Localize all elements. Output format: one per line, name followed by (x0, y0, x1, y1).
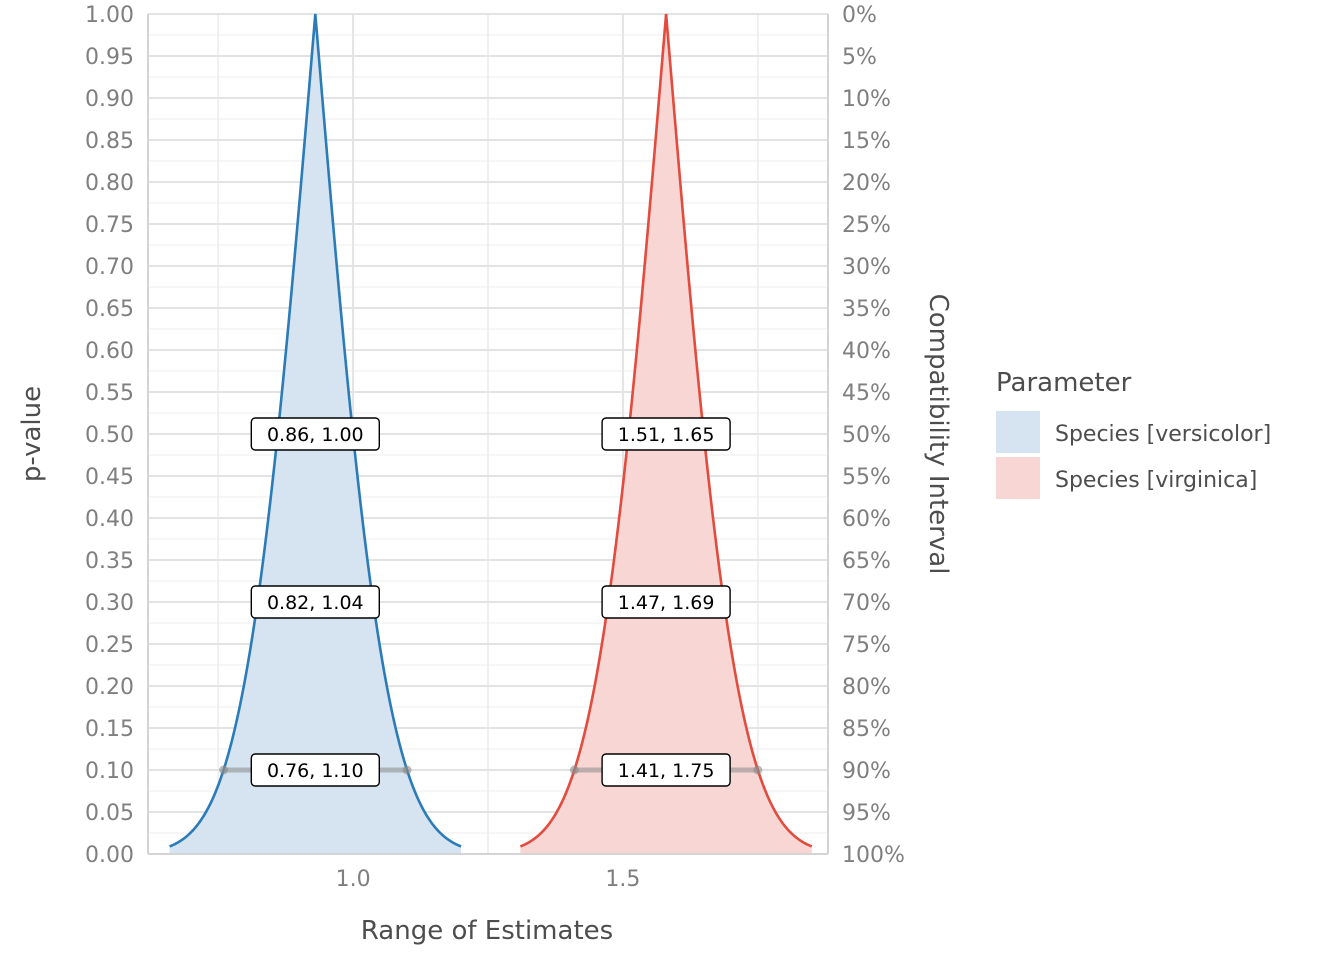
y-axis-title: p-value (17, 386, 47, 482)
interval-90-lower-point (219, 765, 229, 775)
y2-tick-label: 30% (842, 255, 891, 280)
y2-tick-label: 20% (842, 171, 891, 196)
y-tick-label: 0.40 (85, 507, 134, 532)
y-tick-label: 0.95 (85, 45, 134, 70)
y2-tick-label: 70% (842, 591, 891, 616)
interval-label-box (601, 753, 731, 787)
y2-tick-label: 80% (842, 675, 891, 700)
y-tick-label: 0.70 (85, 255, 134, 280)
legend: Parameter Species [versicolor] Species [… (996, 368, 1271, 499)
y-tick-label: 0.60 (85, 339, 134, 364)
labels-layer: 0.86, 1.00 0.82, 1.04 0.76, 1.10 1.51, 1.65… (250, 417, 731, 787)
y-tick-label: 0.80 (85, 171, 134, 196)
interval-label-box (250, 417, 381, 451)
interval-label: 1.51, 1.65 (618, 424, 715, 446)
y-tick-label: 0.65 (85, 297, 134, 322)
interval-90-lower-point (569, 765, 579, 775)
x-tick-label: 1.0 (336, 867, 371, 892)
interval-label-box (250, 753, 381, 787)
y2-tick-label: 35% (842, 297, 891, 322)
y2-tick-label: 0% (842, 3, 877, 28)
y2-tick-label: 10% (842, 87, 891, 112)
y2-tick-label: 100% (842, 843, 905, 868)
y2-tick-label: 65% (842, 549, 891, 574)
y2-tick-label: 75% (842, 633, 891, 658)
legend-label-virginica: Species [virginica] (1055, 468, 1257, 493)
y-tick-label: 1.00 (85, 3, 134, 28)
legend-title: Parameter (996, 368, 1132, 398)
curve-versicolor (169, 13, 462, 848)
y2-tick-label: 55% (842, 465, 891, 490)
legend-swatch-virginica (996, 457, 1040, 499)
axes-layer: 0.00 0.05 0.10 0.15 0.20 0.25 0.30 0.35 0.40 0.45… (85, 3, 905, 892)
interval-label: 0.82, 1.04 (267, 592, 364, 614)
interval-label-box (250, 585, 381, 619)
legend-label-versicolor: Species [versicolor] (1055, 422, 1271, 447)
y2-tick-label: 90% (842, 759, 891, 784)
y-tick-label: 0.85 (85, 129, 134, 154)
y2-tick-label: 40% (842, 339, 891, 364)
y-tick-label: 0.35 (85, 549, 134, 574)
y2-tick-label: 45% (842, 381, 891, 406)
y2-axis-title: Compatibility Interval (923, 294, 953, 575)
y-tick-label: 0.45 (85, 465, 134, 490)
interval-label: 1.47, 1.69 (618, 592, 715, 614)
y-tick-label: 0.30 (85, 591, 134, 616)
y-tick-label: 0.55 (85, 381, 134, 406)
x-axis-title: Range of Estimates (361, 916, 613, 946)
y2-tick-label: 95% (842, 801, 891, 826)
interval-label: 0.76, 1.10 (267, 760, 364, 782)
legend-swatch-versicolor (996, 411, 1040, 453)
y-tick-label: 0.50 (85, 423, 134, 448)
y-tick-label: 0.90 (85, 87, 134, 112)
interval-90-upper-point (402, 765, 412, 775)
interval-label: 1.41, 1.75 (618, 760, 715, 782)
y-tick-label: 0.25 (85, 633, 134, 658)
y-tick-label: 0.10 (85, 759, 134, 784)
interval-label: 0.86, 1.00 (267, 424, 364, 446)
y2-tick-label: 25% (842, 213, 891, 238)
curve-virginica (519, 13, 813, 848)
y-tick-label: 0.15 (85, 717, 134, 742)
y2-tick-label: 5% (842, 45, 877, 70)
interval-label-box (601, 417, 731, 451)
y2-tick-label: 50% (842, 423, 891, 448)
y-tick-label: 0.75 (85, 213, 134, 238)
y-tick-label: 0.00 (85, 843, 134, 868)
x-tick-label: 1.5 (605, 867, 640, 892)
y2-tick-label: 60% (842, 507, 891, 532)
interval-90-upper-point (753, 765, 763, 775)
y2-tick-label: 85% (842, 717, 891, 742)
interval-label-box (601, 585, 731, 619)
y-tick-label: 0.20 (85, 675, 134, 700)
y-tick-label: 0.05 (85, 801, 134, 826)
y2-tick-label: 15% (842, 129, 891, 154)
